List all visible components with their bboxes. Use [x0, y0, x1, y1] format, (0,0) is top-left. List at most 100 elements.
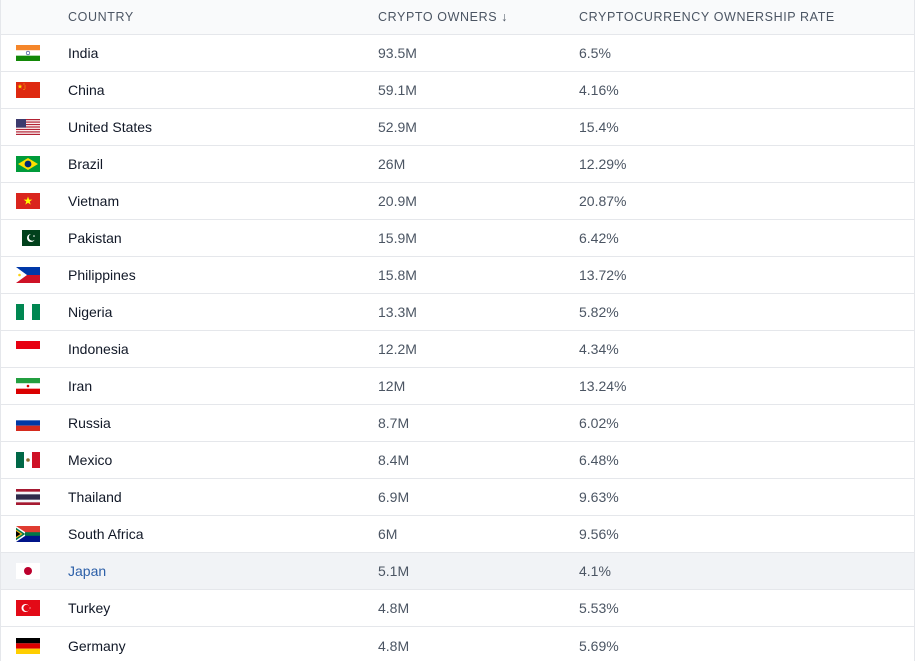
header-ownership-rate[interactable]: CRYPTOCURRENCY OWNERSHIP RATE: [579, 10, 835, 24]
country-name[interactable]: Philippines: [68, 267, 136, 283]
thailand-flag-icon: [16, 489, 40, 505]
crypto-owners-value: 4.8M: [378, 600, 410, 616]
flag-cell: [1, 230, 68, 246]
country-name[interactable]: Iran: [68, 378, 93, 394]
ownership-rate-value: 5.53%: [579, 600, 619, 616]
table-row[interactable]: India 93.5M 6.5%: [1, 35, 914, 72]
table-row[interactable]: Philippines 15.8M 13.72%: [1, 257, 914, 294]
ownership-rate-value: 9.56%: [579, 526, 619, 542]
ownership-rate-value: 6.02%: [579, 415, 619, 431]
ownership-rate-value: 6.5%: [579, 45, 611, 61]
ownership-rate-value: 13.72%: [579, 267, 627, 283]
crypto-owners-value: 13.3M: [378, 304, 417, 320]
crypto-owners-value: 4.8M: [378, 637, 410, 654]
philippines-flag-icon: [16, 267, 40, 283]
ownership-rate-value: 4.16%: [579, 82, 619, 98]
crypto-owners-value: 12M: [378, 378, 406, 394]
table-row[interactable]: Mexico 8.4M 6.48%: [1, 442, 914, 479]
table-row[interactable]: China 59.1M 4.16%: [1, 72, 914, 109]
ownership-rate-value: 5.82%: [579, 304, 619, 320]
crypto-owners-value: 15.9M: [378, 230, 417, 246]
flag-cell: [1, 378, 68, 394]
flag-cell: [1, 156, 68, 172]
russia-flag-icon: [16, 415, 40, 431]
india-flag-icon: [16, 45, 40, 61]
country-name[interactable]: Nigeria: [68, 304, 113, 320]
crypto-owners-value: 12.2M: [378, 341, 417, 357]
country-name[interactable]: India: [68, 45, 99, 61]
table-row[interactable]: Nigeria 13.3M 5.82%: [1, 294, 914, 331]
ownership-rate-value: 4.34%: [579, 341, 619, 357]
table-row[interactable]: Indonesia 12.2M 4.34%: [1, 331, 914, 368]
flag-cell: [1, 600, 68, 616]
country-name[interactable]: China: [68, 82, 105, 98]
crypto-owners-value: 6.9M: [378, 489, 410, 505]
flag-cell: [1, 267, 68, 283]
country-name[interactable]: Russia: [68, 415, 111, 431]
flag-cell: [1, 45, 68, 61]
country-name-link[interactable]: Japan: [68, 563, 107, 579]
ownership-rate-value: 12.29%: [579, 156, 627, 172]
crypto-owners-value: 8.7M: [378, 415, 410, 431]
south-africa-flag-icon: [16, 526, 40, 542]
table-header: COUNTRY CRYPTO OWNERS ↓ CRYPTOCURRENCY OW…: [1, 0, 914, 35]
crypto-owners-value: 93.5M: [378, 45, 417, 61]
header-crypto-owners[interactable]: CRYPTO OWNERS ↓: [378, 10, 579, 24]
country-name[interactable]: Germany: [68, 637, 126, 654]
crypto-owners-value: 26M: [378, 156, 406, 172]
ownership-rate-value: 13.24%: [579, 378, 627, 394]
flag-cell: [1, 304, 68, 320]
sort-descending-icon: ↓: [501, 10, 509, 24]
table-row[interactable]: Brazil 26M 12.29%: [1, 146, 914, 183]
table-row[interactable]: South Africa 6M 9.56%: [1, 516, 914, 553]
crypto-owners-value: 15.8M: [378, 267, 417, 283]
ownership-rate-value: 15.4%: [579, 119, 619, 135]
ownership-rate-value: 9.63%: [579, 489, 619, 505]
crypto-owners-value: 5.1M: [378, 563, 410, 579]
flag-cell: [1, 637, 68, 654]
ownership-rate-value: 6.48%: [579, 452, 619, 468]
turkey-flag-icon: [16, 600, 40, 616]
mexico-flag-icon: [16, 452, 40, 468]
crypto-owners-value: 8.4M: [378, 452, 410, 468]
country-name[interactable]: United States: [68, 119, 153, 135]
ownership-rate-value: 5.69%: [579, 637, 619, 654]
crypto-owners-value: 59.1M: [378, 82, 417, 98]
flag-cell: [1, 452, 68, 468]
country-name[interactable]: Turkey: [68, 600, 111, 616]
ownership-rate-value: 4.1%: [579, 563, 611, 579]
country-name[interactable]: Pakistan: [68, 230, 122, 246]
flag-cell: [1, 193, 68, 209]
table-row-highlighted[interactable]: Japan 5.1M 4.1%: [1, 553, 914, 590]
flag-cell: [1, 82, 68, 98]
table-row[interactable]: Turkey 4.8M 5.53%: [1, 590, 914, 627]
table-row[interactable]: United States 52.9M 15.4%: [1, 109, 914, 146]
country-name[interactable]: Vietnam: [68, 193, 120, 209]
usa-flag-icon: [16, 119, 40, 135]
crypto-owners-value: 6M: [378, 526, 398, 542]
table-row[interactable]: Russia 8.7M 6.02%: [1, 405, 914, 442]
table-row[interactable]: Vietnam 20.9M 20.87%: [1, 183, 914, 220]
country-name[interactable]: Indonesia: [68, 341, 129, 357]
indonesia-flag-icon: [16, 341, 40, 357]
flag-cell: [1, 119, 68, 135]
table-row[interactable]: Germany 4.8M 5.69%: [1, 627, 914, 664]
germany-flag-icon: [16, 637, 40, 654]
flag-cell: [1, 341, 68, 357]
vietnam-flag-icon: [16, 193, 40, 209]
ownership-rate-value: 6.42%: [579, 230, 619, 246]
table-row[interactable]: Iran 12M 13.24%: [1, 368, 914, 405]
country-name[interactable]: South Africa: [68, 526, 144, 542]
table-row[interactable]: Thailand 6.9M 9.63%: [1, 479, 914, 516]
flag-cell: [1, 489, 68, 505]
country-name[interactable]: Mexico: [68, 452, 113, 468]
pakistan-flag-icon: [16, 230, 40, 246]
china-flag-icon: [16, 82, 40, 98]
crypto-owners-value: 20.9M: [378, 193, 417, 209]
country-name[interactable]: Thailand: [68, 489, 122, 505]
header-country[interactable]: COUNTRY: [68, 10, 134, 24]
table-row[interactable]: Pakistan 15.9M 6.42%: [1, 220, 914, 257]
country-name[interactable]: Brazil: [68, 156, 104, 172]
flag-cell: [1, 415, 68, 431]
